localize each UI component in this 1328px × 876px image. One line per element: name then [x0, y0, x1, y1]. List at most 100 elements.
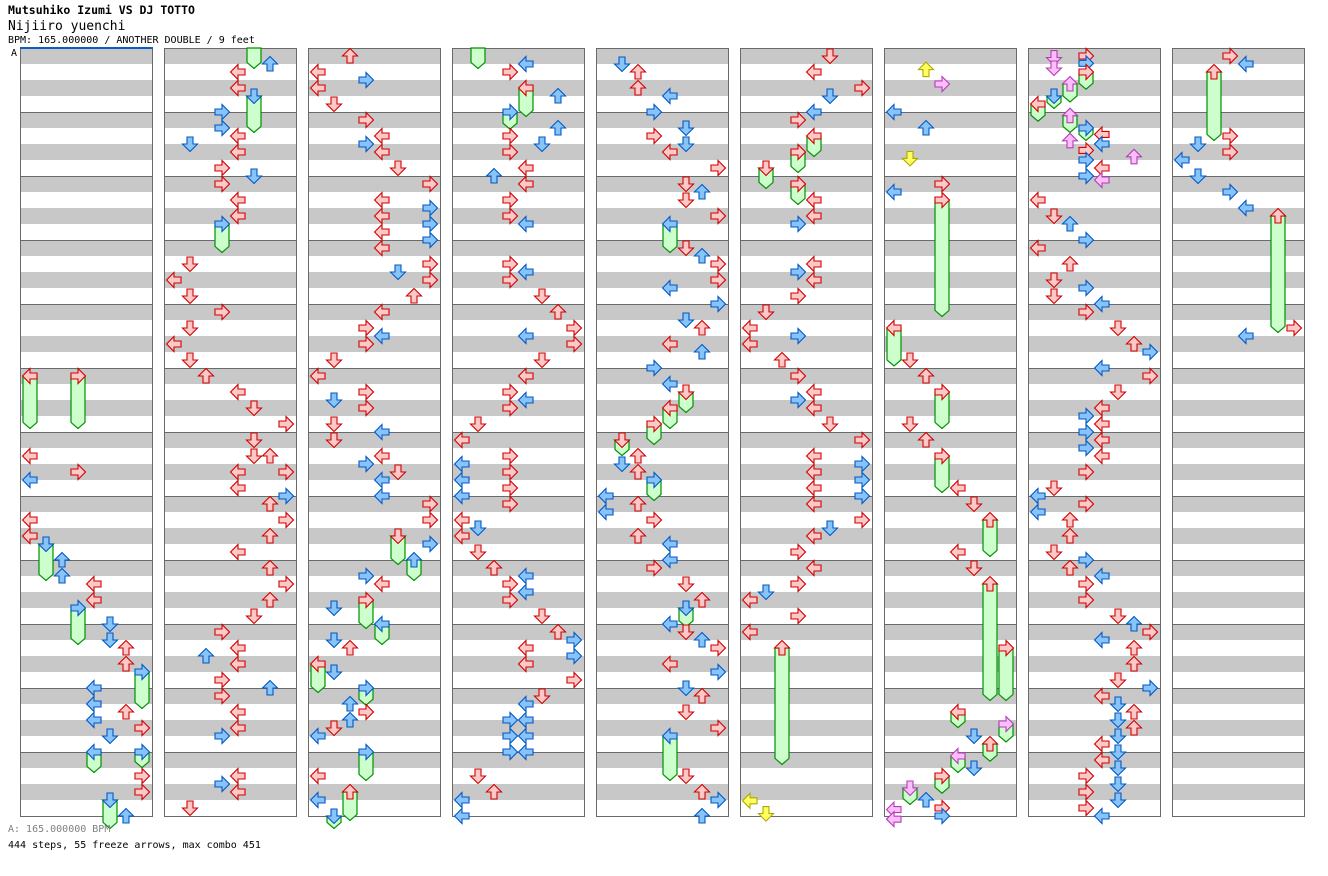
- step-arrow-up-icon: [1061, 559, 1079, 576]
- step-arrow-left-icon: [517, 655, 534, 673]
- step-arrow-left-icon: [373, 223, 390, 241]
- step-arrow-right-icon: [214, 175, 231, 193]
- step-arrow-left-icon: [1237, 55, 1254, 73]
- chart-column-canvas: [596, 48, 729, 824]
- step-arrow-right-icon: [854, 455, 871, 473]
- step-arrow-right-icon: [1142, 367, 1159, 385]
- step-arrow-down-icon: [389, 160, 407, 177]
- step-arrow-right-icon: [502, 207, 519, 225]
- step-arrow-right-icon: [134, 663, 151, 681]
- step-arrow-right-icon: [358, 679, 375, 697]
- step-arrow-left-icon: [373, 191, 390, 209]
- step-arrow-up-icon: [693, 247, 711, 264]
- step-arrow-down-icon: [965, 760, 983, 777]
- chart-stats: 444 steps, 55 freeze arrows, max combo 4…: [8, 840, 261, 851]
- beat-stripes: [452, 48, 584, 800]
- step-arrow-up-icon: [1125, 639, 1143, 656]
- step-arrow-left-icon: [1029, 95, 1046, 113]
- step-arrow-down-icon: [1045, 208, 1063, 225]
- step-arrow-up-icon: [917, 367, 935, 384]
- step-arrow-left-icon: [517, 727, 534, 745]
- step-arrow-down-icon: [245, 400, 263, 417]
- step-arrow-right-icon: [422, 511, 439, 529]
- step-arrow-up-icon: [1125, 655, 1143, 672]
- step-arrow-up-icon: [261, 679, 279, 696]
- step-arrow-down-icon: [677, 192, 695, 209]
- step-arrow-right-icon: [502, 383, 519, 401]
- step-arrow-down-icon: [677, 600, 695, 617]
- step-arrow-right-icon: [790, 367, 807, 385]
- step-arrow-right-icon: [790, 111, 807, 129]
- step-arrow-down-icon: [101, 632, 119, 649]
- step-arrow-left-icon: [661, 551, 678, 569]
- step-arrow-up-icon: [693, 631, 711, 648]
- step-arrow-right-icon: [502, 495, 519, 513]
- step-arrow-left-icon: [1093, 171, 1110, 189]
- step-arrow-down-icon: [1109, 792, 1127, 809]
- step-arrow-up-icon: [1125, 719, 1143, 736]
- step-arrow-down-icon: [821, 520, 839, 537]
- step-arrow-down-icon: [1109, 384, 1127, 401]
- step-arrow-right-icon: [1078, 303, 1095, 321]
- step-arrow-down-icon: [181, 136, 199, 153]
- step-arrow-right-icon: [502, 743, 519, 761]
- step-arrow-up-icon: [629, 527, 647, 544]
- step-arrow-left-icon: [517, 567, 534, 585]
- chart-column-canvas: [164, 47, 297, 817]
- step-arrow-left-icon: [1093, 447, 1110, 465]
- freeze-arrow-body: [1206, 71, 1222, 142]
- step-arrow-right-icon: [214, 775, 231, 793]
- step-arrow-left-icon: [1093, 431, 1110, 449]
- step-arrow-right-icon: [502, 727, 519, 745]
- freeze-arrow-body: [470, 47, 486, 70]
- step-arrow-left-icon: [517, 639, 534, 657]
- step-arrow-down-icon: [1109, 712, 1127, 729]
- step-arrow-right-icon: [70, 367, 87, 385]
- step-arrow-right-icon: [358, 591, 375, 609]
- step-arrow-left-icon: [1093, 567, 1110, 585]
- step-arrow-left-icon: [309, 791, 326, 809]
- step-arrow-down-icon: [677, 384, 695, 401]
- step-arrow-left-icon: [229, 767, 246, 785]
- step-arrow-left-icon: [661, 279, 678, 297]
- step-arrow-right-icon: [710, 663, 727, 681]
- chart-column-canvas: [308, 47, 441, 830]
- step-arrow-down-icon: [677, 680, 695, 697]
- step-arrow-left-icon: [805, 447, 822, 465]
- step-arrow-up-icon: [1061, 107, 1079, 124]
- step-arrow-up-icon: [197, 367, 215, 384]
- step-arrow-up-icon: [917, 119, 935, 136]
- step-arrow-down-icon: [677, 136, 695, 153]
- step-arrow-up-icon: [917, 431, 935, 448]
- step-arrow-up-icon: [405, 551, 423, 568]
- step-arrow-left-icon: [229, 639, 246, 657]
- step-arrow-left-icon: [229, 463, 246, 481]
- step-arrow-down-icon: [325, 808, 343, 825]
- chart-column-3: [308, 47, 441, 830]
- step-arrow-right-icon: [358, 567, 375, 585]
- step-arrow-right-icon: [502, 143, 519, 161]
- step-arrow-down-icon: [325, 352, 343, 369]
- step-arrow-right-icon: [1142, 623, 1159, 641]
- song-title: Nijiiro yuenchi: [8, 19, 126, 34]
- step-arrow-left-icon: [741, 591, 758, 609]
- step-arrow-right-icon: [422, 535, 439, 553]
- step-arrow-right-icon: [358, 399, 375, 417]
- chart-column-canvas: [20, 48, 153, 830]
- step-arrow-down-icon: [181, 288, 199, 305]
- step-arrow-left-icon: [661, 87, 678, 105]
- step-arrow-left-icon: [373, 207, 390, 225]
- bpm-marker-label: A: [11, 48, 18, 59]
- step-arrow-right-icon: [214, 215, 231, 233]
- step-arrow-left-icon: [517, 159, 534, 177]
- step-arrow-right-icon: [422, 271, 439, 289]
- step-arrow-left-icon: [373, 303, 390, 321]
- chart-column-canvas: [884, 48, 1017, 829]
- step-arrow-right-icon: [1078, 575, 1095, 593]
- step-arrow-right-icon: [422, 231, 439, 249]
- step-arrow-left-icon: [949, 479, 966, 497]
- step-arrow-left-icon: [1237, 199, 1254, 217]
- step-arrow-right-icon: [502, 591, 519, 609]
- chart-column-2: [164, 47, 297, 817]
- step-arrow-down-icon: [1109, 728, 1127, 745]
